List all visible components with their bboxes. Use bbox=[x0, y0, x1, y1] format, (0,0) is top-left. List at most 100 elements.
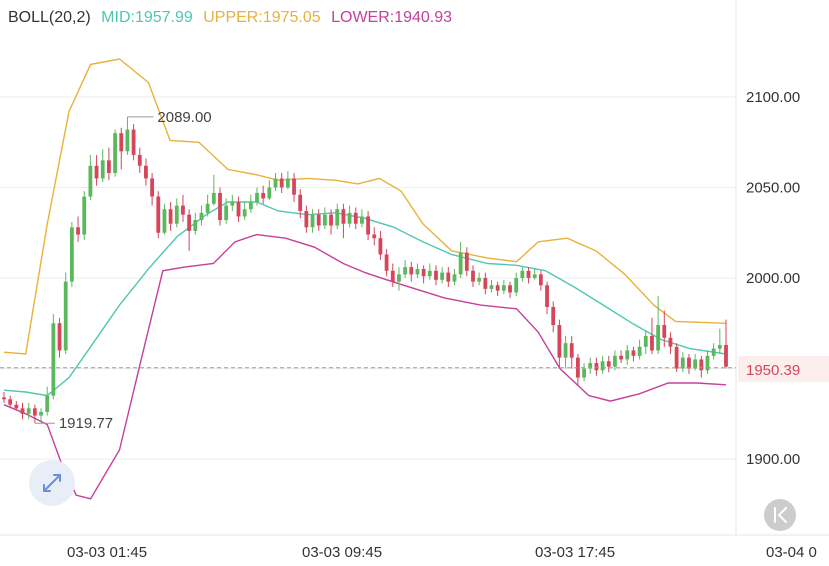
candle bbox=[520, 267, 525, 282]
candle bbox=[650, 317, 654, 355]
candle bbox=[434, 265, 438, 286]
candle bbox=[107, 147, 111, 181]
candle bbox=[594, 357, 599, 376]
candle bbox=[656, 296, 661, 355]
candle bbox=[372, 227, 377, 246]
candle bbox=[45, 386, 50, 416]
candle bbox=[687, 354, 691, 374]
legend-mid-value: MID:1957.99 bbox=[101, 9, 193, 26]
candle bbox=[551, 301, 556, 333]
candle bbox=[285, 171, 290, 190]
candle bbox=[717, 328, 722, 355]
candle bbox=[279, 173, 284, 193]
candle bbox=[637, 339, 642, 360]
candle bbox=[347, 205, 352, 228]
legend-indicator-name: BOLL(20,2) bbox=[8, 9, 91, 26]
expand-arrows-icon bbox=[43, 474, 61, 492]
candle bbox=[575, 354, 580, 385]
candle bbox=[643, 330, 648, 355]
candle bbox=[76, 216, 80, 242]
candle bbox=[409, 261, 414, 282]
candle bbox=[532, 268, 537, 280]
candle bbox=[137, 147, 142, 174]
candle bbox=[144, 158, 148, 186]
candle bbox=[508, 281, 512, 298]
candle bbox=[545, 281, 549, 315]
candles bbox=[2, 116, 728, 423]
legend-upper-value: UPPER:1975.05 bbox=[203, 9, 321, 26]
candle bbox=[452, 268, 457, 286]
candle bbox=[477, 272, 482, 286]
candle bbox=[711, 343, 716, 360]
y-tick-label: 2050.00 bbox=[746, 180, 800, 197]
candle bbox=[248, 194, 253, 213]
candle bbox=[495, 281, 500, 297]
candle bbox=[427, 263, 432, 280]
candle bbox=[156, 191, 161, 239]
lower-band-line bbox=[3, 233, 727, 500]
candle bbox=[471, 265, 475, 288]
candle bbox=[82, 191, 87, 240]
expand-button[interactable] bbox=[29, 460, 75, 506]
candle bbox=[292, 173, 296, 202]
candle bbox=[150, 173, 155, 206]
candle bbox=[193, 212, 198, 235]
candle bbox=[119, 127, 124, 170]
candle bbox=[181, 194, 185, 222]
candle bbox=[261, 185, 266, 204]
candle bbox=[724, 319, 728, 369]
chart-legend: BOLL(20,2) MID:1957.99 UPPER:1975.05 LOW… bbox=[8, 9, 458, 27]
candle bbox=[26, 402, 31, 420]
candle bbox=[705, 350, 710, 374]
candle bbox=[236, 196, 241, 222]
chart-grid bbox=[0, 96, 736, 460]
candle bbox=[415, 263, 420, 278]
candle bbox=[538, 270, 543, 291]
candle bbox=[69, 221, 74, 288]
candle bbox=[674, 343, 679, 373]
mid-band-line bbox=[3, 201, 727, 397]
candle bbox=[360, 209, 364, 228]
candle bbox=[255, 187, 259, 206]
candle bbox=[397, 267, 401, 291]
candle bbox=[668, 332, 673, 355]
candle bbox=[218, 187, 222, 226]
candle bbox=[458, 241, 463, 278]
last-price-label: 1950.39 bbox=[746, 362, 800, 379]
candle bbox=[563, 335, 568, 369]
candle bbox=[100, 149, 105, 183]
candle bbox=[569, 335, 574, 369]
candle bbox=[440, 267, 445, 284]
x-tick-label: 03-03 17:45 bbox=[535, 544, 615, 561]
candle bbox=[174, 198, 179, 228]
back-to-start-button[interactable] bbox=[764, 499, 796, 531]
legend-lower-value: LOWER:1940.93 bbox=[331, 9, 453, 26]
candle bbox=[224, 198, 229, 224]
candle bbox=[680, 352, 685, 373]
candle bbox=[39, 408, 43, 421]
candle bbox=[2, 392, 6, 403]
candle bbox=[88, 154, 93, 201]
candle bbox=[378, 230, 383, 260]
candle bbox=[588, 357, 593, 374]
candle bbox=[32, 404, 37, 423]
candle bbox=[298, 189, 303, 219]
candle bbox=[273, 173, 278, 192]
candle bbox=[267, 180, 272, 201]
candle bbox=[421, 265, 426, 284]
candle bbox=[390, 263, 395, 288]
candle bbox=[699, 355, 704, 378]
candle bbox=[403, 259, 408, 278]
candle bbox=[230, 194, 235, 212]
candle bbox=[662, 310, 667, 347]
y-tick-label: 2100.00 bbox=[746, 89, 800, 106]
high-price-label: 2089.00 bbox=[157, 109, 211, 126]
candle bbox=[63, 272, 68, 355]
candle bbox=[619, 350, 623, 364]
candle bbox=[113, 129, 117, 177]
x-axis: 03-03 01:45 03-03 09:45 03-03 17:45 03-04 0 bbox=[67, 544, 817, 561]
candle bbox=[384, 249, 389, 277]
candle bbox=[316, 209, 321, 231]
candle bbox=[131, 124, 136, 161]
